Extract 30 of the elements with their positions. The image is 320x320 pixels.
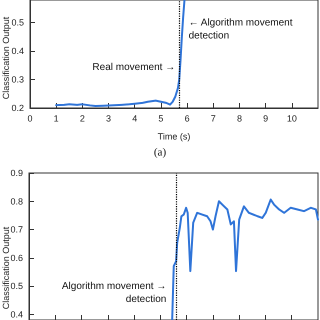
annotation: Algorithm movement → detection — [62, 281, 166, 306]
y-axis-title: Classification Output — [1, 16, 11, 100]
x-tick-label: 2 — [80, 114, 85, 124]
x-tick-label: 6 — [184, 114, 190, 124]
y-tick-label: 0.5 — [11, 18, 24, 28]
x-tick-label: 3 — [106, 114, 112, 124]
line-series — [171, 198, 319, 320]
annotation: Real movement → — [92, 62, 176, 73]
y-tick-label: 0.2 — [11, 103, 24, 113]
y-tick-label: 0.8 — [10, 196, 23, 206]
x-tick-label: 4 — [132, 114, 138, 124]
x-tick-label: 7 — [210, 114, 216, 124]
line-series — [55, 0, 186, 108]
y-tick-label: 0.4 — [11, 46, 24, 56]
annotation: ← Algorithm movement detection — [188, 18, 293, 42]
x-tick-label: 1 — [54, 114, 59, 124]
y-tick-label: 0.5 — [10, 281, 23, 292]
x-axis-title: Time (s) — [158, 132, 190, 142]
x-tick-label: 8 — [236, 114, 242, 124]
y-tick-label: 0.3 — [11, 74, 24, 85]
text: (a) — [154, 146, 166, 158]
y-tick-label: 0.6 — [10, 252, 23, 263]
x-tick-label: 9 — [263, 114, 268, 124]
x-tick-label: 0 — [27, 114, 33, 124]
y-tick-label: 0.9 — [10, 168, 23, 178]
x-tick-label: 5 — [158, 114, 164, 124]
x-tick-label: 10 — [286, 114, 297, 124]
y-axis-title: Classification Output — [1, 226, 11, 310]
y-tick-label: 0.7 — [10, 224, 23, 235]
y-tick-label: 0.4 — [10, 309, 23, 320]
